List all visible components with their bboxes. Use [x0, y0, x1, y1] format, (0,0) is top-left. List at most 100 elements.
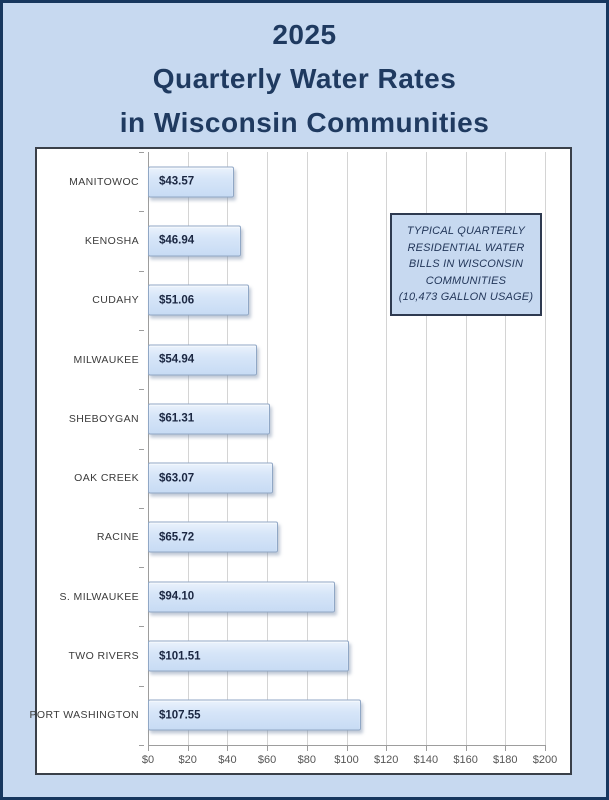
gridline: [227, 152, 229, 745]
plot-area: MANITOWOC $43.57 KENOSHA $46.94 CUDAHY $51.06…: [30, 152, 557, 766]
category-axis-tick: [139, 626, 144, 628]
x-tick-label: $20: [178, 754, 197, 766]
bar-value-label: $54.94: [159, 353, 195, 366]
category-axis-tick: [139, 448, 144, 450]
annotation-line-4: COMMUNITIES: [425, 274, 507, 287]
category-axis-tick: [139, 389, 144, 391]
annotation-line-3: BILLS IN WISCONSIN: [408, 258, 524, 271]
bar-value-label: $101.51: [159, 650, 201, 663]
category-axis-tick: [139, 152, 144, 153]
category-axis-tick: [139, 329, 144, 331]
category-axis-tick: [139, 567, 144, 569]
bar-value-label: $51.06: [159, 294, 195, 307]
x-tick-label: $100: [334, 754, 359, 766]
gridline: [386, 152, 388, 745]
gridlines-layer: [148, 152, 546, 751]
category-label: PORT WASHINGTON: [29, 709, 139, 722]
x-tick-label: $0: [141, 754, 155, 766]
chart-title: 2025 Quarterly Water Rates in Wisconsin …: [3, 13, 606, 145]
category-label: MANITOWOC: [69, 175, 139, 188]
x-tick-label: $140: [413, 754, 439, 766]
x-tick-label: $160: [453, 754, 478, 766]
annotation-box: TYPICAL QUARTERLY RESIDENTIAL WATER BILL…: [390, 213, 542, 316]
x-axis-tick: [267, 745, 269, 751]
title-line-subject: Quarterly Water Rates: [152, 63, 457, 94]
chart-frame: MANITOWOC $43.57 KENOSHA $46.94 CUDAHY $51.06…: [30, 147, 572, 775]
bar-row: SHEBOYGAN $61.31: [69, 389, 545, 448]
bar-row: S. MILWAUKEE $94.10: [60, 567, 545, 626]
bar: $43.57: [148, 166, 235, 198]
category-axis-tick: [139, 211, 144, 213]
gridline: [306, 152, 308, 745]
bar: $65.72: [148, 521, 279, 553]
category-axis-ticks-layer: [139, 152, 545, 746]
title-line-region: in Wisconsin Communities: [119, 107, 490, 138]
x-tick-label: $120: [373, 754, 399, 766]
bar-value-label: $61.31: [159, 412, 195, 425]
category-label: CUDAHY: [92, 294, 139, 307]
x-axis-tick: [187, 745, 189, 751]
x-axis-tick: [425, 745, 427, 751]
bar-row: TWO RIVERS $101.51: [68, 626, 545, 685]
x-axis-tick: [545, 745, 546, 751]
annotation-line-2: RESIDENTIAL WATER: [407, 241, 525, 254]
x-tick-label: $200: [532, 754, 558, 766]
x-axis-tick: [306, 745, 308, 751]
bar: $51.06: [148, 284, 250, 316]
bar-row: CUDAHY $51.06: [92, 271, 545, 330]
gridline: [267, 152, 269, 745]
x-tick-label: $80: [297, 754, 316, 766]
x-axis-tick: [148, 745, 149, 751]
gridline: [465, 152, 467, 745]
category-label: KENOSHA: [84, 234, 139, 247]
x-axis-tick: [227, 745, 229, 751]
bar-value-label: $65.72: [159, 531, 195, 544]
bar-value-label: $94.10: [159, 590, 195, 603]
x-axis-tick: [386, 745, 388, 751]
gridline: [505, 152, 507, 745]
x-axis-tick: [505, 745, 507, 751]
gridline: [187, 152, 189, 745]
gridline: [545, 152, 546, 745]
category-label: S. MILWAUKEE: [59, 590, 139, 603]
category-label: MILWAUKEE: [73, 353, 139, 366]
bar: $63.07: [148, 462, 274, 494]
bar-row: RACINE $65.72: [97, 508, 545, 567]
annotation-line-5: (10,473 GALLON USAGE): [398, 291, 534, 304]
gridline: [346, 152, 348, 745]
category-axis-tick: [139, 745, 144, 746]
bar-row: PORT WASHINGTON $107.55: [30, 686, 545, 745]
bar-row: MANITOWOC $43.57: [69, 152, 545, 211]
bar-value-label: $46.94: [159, 234, 195, 247]
bar-row: KENOSHA $46.94: [85, 211, 545, 270]
bars-layer: MANITOWOC $43.57 KENOSHA $46.94 CUDAHY $51.06…: [30, 152, 545, 745]
bar-value-label: $107.55: [159, 709, 201, 722]
value-axis-line: [148, 152, 149, 745]
bar-value-label: $43.57: [159, 175, 195, 188]
gridline: [425, 152, 427, 745]
bar: $61.31: [148, 403, 270, 435]
annotation-line-1: TYPICAL QUARTERLY: [406, 225, 526, 238]
bar: $94.10: [148, 581, 335, 613]
category-label: SHEBOYGAN: [68, 412, 139, 425]
bar-row: MILWAUKEE $54.94: [74, 330, 545, 389]
bar: $46.94: [148, 225, 242, 257]
category-label: TWO RIVERS: [68, 650, 139, 663]
x-axis-tick: [465, 745, 467, 751]
bar-row: OAK CREEK $63.07: [74, 449, 545, 508]
title-line-year: 2025: [272, 19, 337, 50]
x-axis-tick: [346, 745, 348, 751]
category-axis-tick: [139, 507, 144, 509]
category-axis-tick: [139, 685, 144, 687]
bar: $54.94: [148, 344, 258, 376]
bar: $101.51: [148, 640, 350, 672]
bar-value-label: $63.07: [159, 472, 195, 485]
category-axis-tick: [139, 270, 144, 272]
category-label: OAK CREEK: [74, 472, 139, 485]
x-tick-label: $40: [218, 754, 237, 766]
x-tick-label: $180: [493, 754, 518, 766]
category-label: RACINE: [96, 531, 139, 544]
bar: $107.55: [148, 699, 362, 731]
x-axis-labels-layer: $0 $20 $40 $60 $80 $100 $120 $140 $160 $180 $200: [142, 152, 557, 766]
